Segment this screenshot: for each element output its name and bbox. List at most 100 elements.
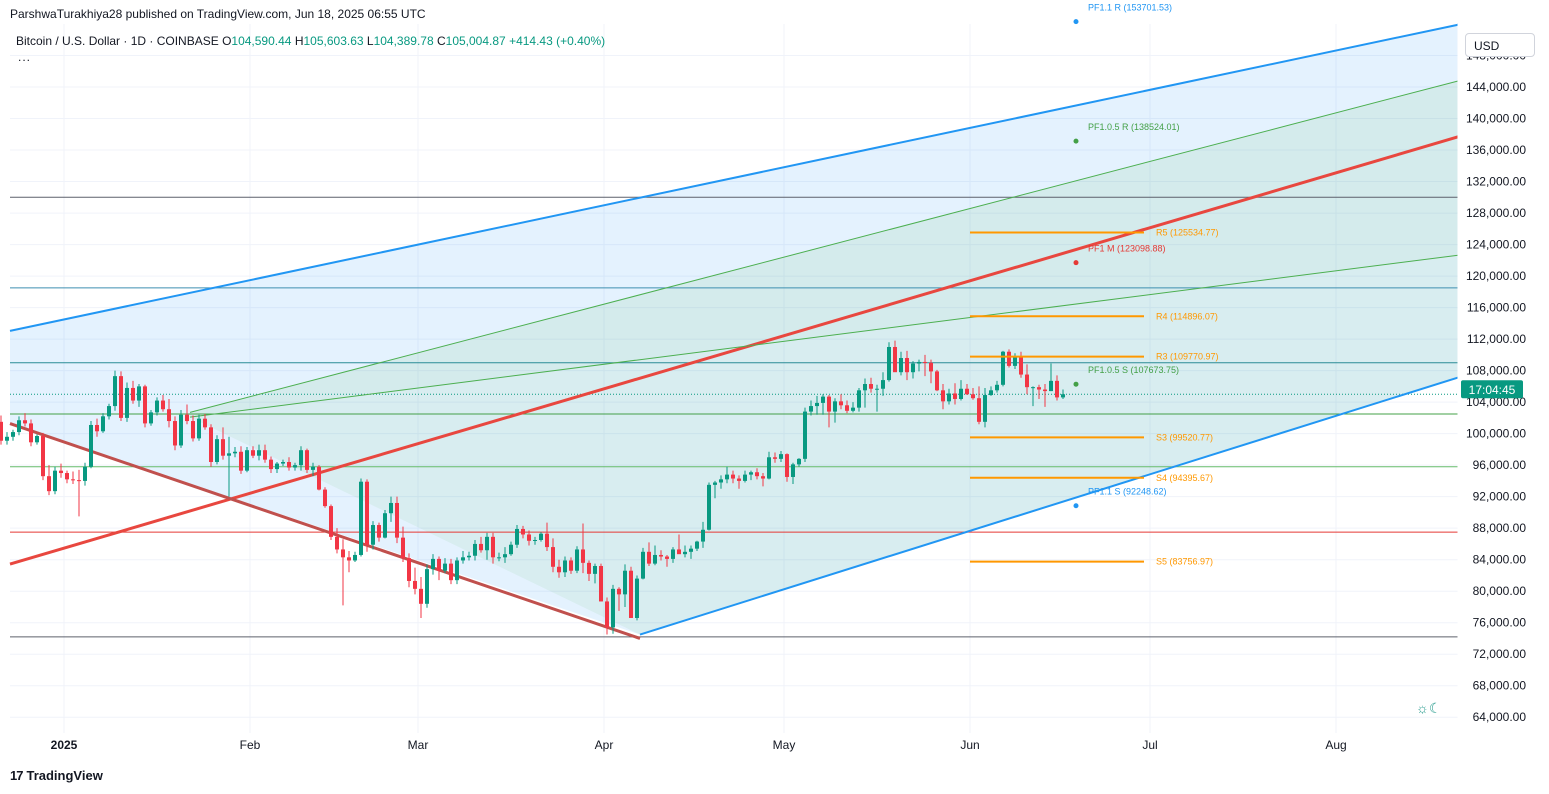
- sun-moon-icon[interactable]: ☼☾: [1416, 700, 1442, 716]
- candles: [0, 340, 1065, 635]
- candle-body: [551, 547, 555, 567]
- candle-body: [581, 549, 585, 563]
- candle-body: [713, 482, 717, 485]
- candle: [263, 444, 267, 463]
- candle: [407, 553, 411, 588]
- candle-body: [623, 570, 627, 595]
- candle: [413, 567, 417, 595]
- tradingview-logo[interactable]: 17 TradingView: [10, 768, 103, 783]
- pivot-levels: [970, 231, 1144, 563]
- candle-body: [803, 411, 807, 459]
- candle: [581, 523, 585, 574]
- pitchfork-level-label: PF1.0.5 S (107673.75): [1088, 365, 1179, 375]
- candle-body: [773, 457, 777, 459]
- candle-body: [317, 466, 321, 490]
- candle: [995, 380, 999, 393]
- candle-body: [395, 502, 399, 538]
- candle-body: [335, 536, 339, 550]
- candle-body: [425, 569, 429, 604]
- price-tick-label: 100,000.00: [1466, 427, 1526, 441]
- candle-body: [227, 453, 231, 456]
- candle-body: [167, 409, 171, 422]
- candle-body: [797, 458, 801, 465]
- low-label: L: [366, 34, 374, 48]
- currency-button[interactable]: USD: [1465, 33, 1535, 57]
- candle: [863, 378, 867, 408]
- candle-body: [815, 402, 819, 407]
- candle: [569, 557, 573, 574]
- candle: [299, 446, 303, 471]
- candle: [545, 522, 549, 552]
- candle-body: [707, 484, 711, 530]
- inner-channel-fill: [190, 80, 1458, 418]
- candle: [209, 424, 213, 467]
- candle: [911, 361, 915, 379]
- candle-body: [83, 466, 87, 481]
- candle-body: [659, 554, 663, 557]
- candle-body: [407, 558, 411, 581]
- candle: [653, 545, 657, 566]
- price-tick-label: 64,000.00: [1473, 710, 1527, 724]
- candle: [425, 564, 429, 608]
- candle-body: [911, 363, 915, 373]
- candle-body: [779, 454, 783, 459]
- candle: [113, 370, 117, 411]
- candle-body: [683, 551, 687, 555]
- logo-mark: 17: [10, 768, 24, 783]
- candle-body: [1013, 356, 1017, 366]
- pitchfork-median-line: [9, 135, 1459, 566]
- time-axis: 2025 Feb Mar Apr May Jun Jul Aug: [51, 738, 1347, 752]
- candle-body: [677, 549, 681, 555]
- candle: [377, 522, 381, 542]
- candle: [257, 444, 261, 461]
- candle-body: [371, 525, 375, 545]
- candle-body: [1001, 351, 1005, 385]
- candle: [695, 540, 699, 552]
- time-tick-label: Jun: [960, 738, 979, 752]
- candle-body: [1037, 387, 1041, 390]
- candle: [5, 432, 9, 445]
- candle-body: [1061, 394, 1065, 398]
- candle-body: [461, 557, 465, 561]
- candle-body: [947, 393, 951, 402]
- candle-body: [1019, 356, 1023, 375]
- candle: [905, 350, 909, 381]
- candle: [959, 380, 963, 401]
- price-tick-label: 88,000.00: [1473, 521, 1527, 535]
- candle: [1061, 389, 1065, 399]
- candle-body: [107, 406, 111, 417]
- candle: [383, 510, 387, 539]
- candle-body: [89, 424, 93, 467]
- candle: [809, 400, 813, 416]
- candle-body: [329, 506, 333, 537]
- candle-body: [935, 371, 939, 391]
- candle: [551, 538, 555, 573]
- candle-body: [875, 388, 879, 390]
- symbol-name[interactable]: Bitcoin / U.S. Dollar · 1D · COINBASE: [16, 34, 219, 48]
- candle-body: [173, 421, 177, 446]
- candle-body: [71, 479, 75, 481]
- candle-body: [527, 534, 531, 541]
- inner-channel-fill-lower: [190, 255, 1458, 635]
- price-axis: 148,000.00144,000.00140,000.00136,000.00…: [1457, 24, 1527, 733]
- candle-body: [383, 513, 387, 538]
- candle-body: [971, 394, 975, 399]
- grid: [10, 24, 1458, 733]
- candle: [371, 521, 375, 550]
- candle: [125, 382, 129, 422]
- countdown-timer: 17:04:45: [1469, 383, 1516, 397]
- candle-body: [833, 401, 837, 412]
- candle: [11, 429, 15, 441]
- candle: [497, 552, 501, 562]
- candle-body: [761, 476, 765, 479]
- price-tick-label: 108,000.00: [1466, 364, 1526, 378]
- pitchfork-level-label: PF1.1 R (153701.53): [1088, 3, 1172, 13]
- candle-body: [203, 418, 207, 428]
- more-menu-icon[interactable]: ...: [18, 50, 32, 64]
- candle-body: [401, 537, 405, 559]
- candle: [917, 359, 921, 372]
- candle-body: [491, 536, 495, 558]
- candle: [515, 525, 519, 548]
- price-tick-label: 140,000.00: [1466, 112, 1526, 126]
